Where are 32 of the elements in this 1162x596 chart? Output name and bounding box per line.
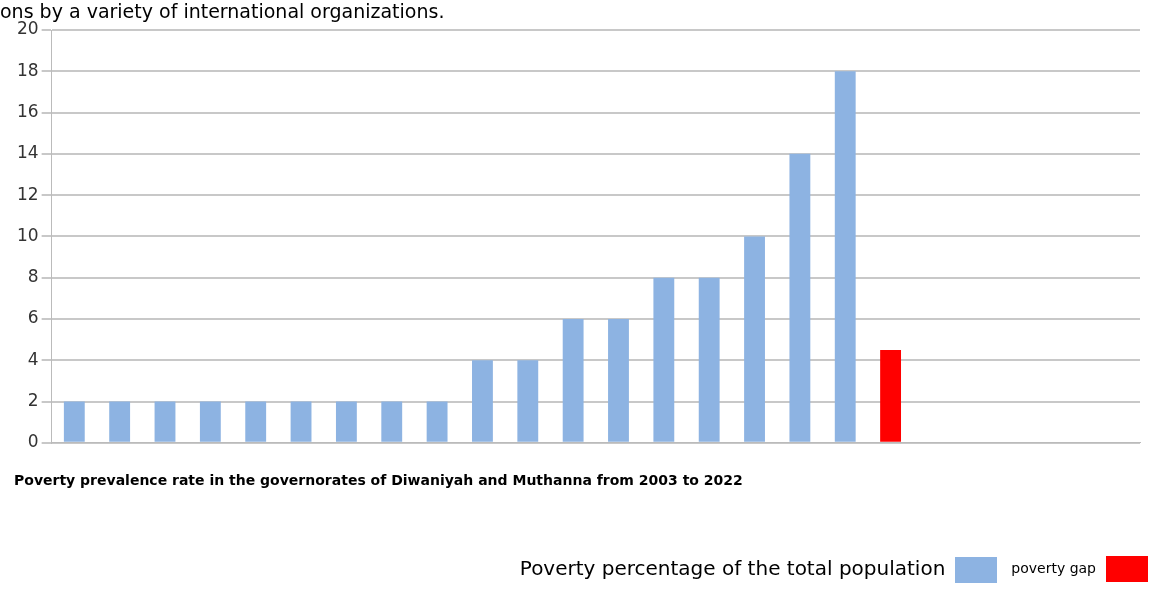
y-tick-label: 6: [27, 307, 39, 328]
bar: [199, 401, 221, 442]
bar: [744, 236, 765, 442]
bar: [335, 401, 357, 442]
y-tick-label: 8: [27, 266, 39, 287]
bar: [154, 401, 176, 442]
bar: [880, 349, 902, 442]
y-tick-label: 2: [27, 389, 39, 410]
legend-label: Poverty percentage of the total population: [519, 556, 947, 582]
bar: [789, 153, 811, 442]
bar: [608, 318, 629, 442]
bar: [381, 401, 403, 442]
bar: [653, 277, 675, 442]
y-tick-label: 18: [16, 59, 39, 80]
text: Poverty prevalence rate in the governorates of Diwaniyah and Muthanna from 2003 to 2022: [14, 472, 743, 489]
y-tick-label: 0: [27, 431, 39, 452]
bar: [472, 360, 493, 442]
bar: [562, 318, 584, 442]
bar: [63, 401, 85, 442]
y-tick-label: 4: [27, 348, 39, 369]
y-tick-label: 12: [16, 183, 39, 204]
y-tick-label: 10: [16, 224, 39, 245]
bar: [698, 277, 720, 442]
y-tick-label: 16: [16, 100, 39, 121]
bar: [517, 360, 539, 442]
bar: [834, 71, 856, 442]
legend-label: poverty gap: [1011, 559, 1097, 579]
bar: [290, 401, 312, 442]
bar: [426, 401, 448, 442]
bar: [109, 401, 131, 442]
y-tick-label: 14: [16, 142, 39, 163]
bar: [245, 401, 267, 442]
